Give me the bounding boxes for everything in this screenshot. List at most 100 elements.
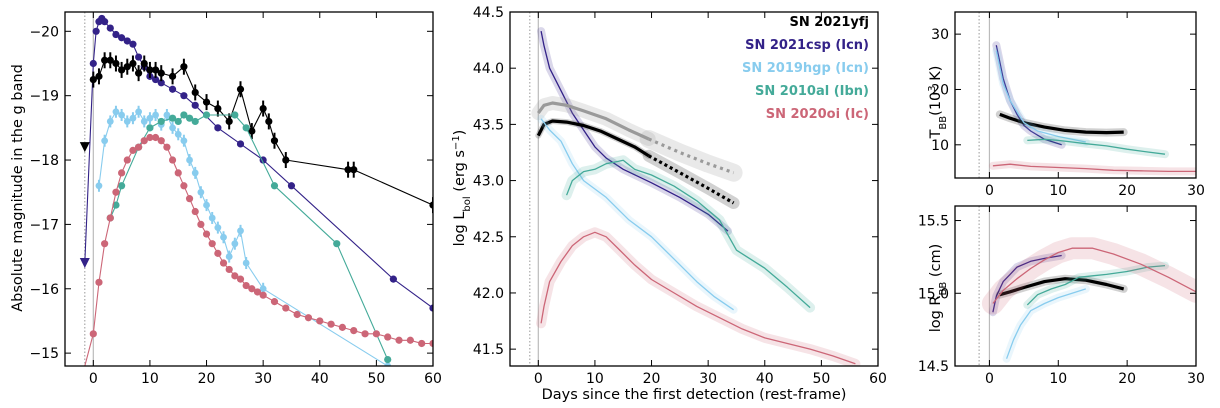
data-point-sn-2020oi <box>350 327 358 335</box>
plot-area-c <box>978 12 1196 178</box>
ytick-label: −20 <box>29 24 59 40</box>
data-point-sn-2019hgp <box>231 240 239 248</box>
ytick-label: −16 <box>29 282 59 298</box>
series-line-sn-2019hgp <box>995 50 1086 143</box>
data-point-sn-2019hgp <box>259 285 267 293</box>
ytick-label: 14.5 <box>918 359 949 375</box>
ytick-label: 44.0 <box>473 61 504 77</box>
data-point-sn-2020oi <box>418 339 426 348</box>
data-point-sn-2019hgp <box>163 111 171 119</box>
xtick-label: 0 <box>89 371 98 387</box>
data-point-sn-2020oi <box>123 156 131 164</box>
data-point-sn-2010al <box>118 182 126 190</box>
data-point-sn-2021csp <box>157 79 165 87</box>
series-line-sn-2021yfj <box>999 277 1125 297</box>
data-point-sn-2020oi <box>168 156 177 164</box>
data-point-sn-2019hgp <box>146 114 154 122</box>
ytick-label: 10 <box>931 138 949 154</box>
data-point-sn-2019hgp <box>169 124 176 132</box>
data-point-sn-2020oi <box>231 272 239 280</box>
data-point-sn-2021yfj <box>168 72 177 80</box>
series-line-sn-2021yfj <box>999 112 1124 135</box>
series-line-sn-2020oi <box>992 247 1196 304</box>
data-point-sn-2019hgp <box>140 118 148 125</box>
data-point-sn-2019hgp <box>225 253 233 260</box>
data-point-sn-2021csp <box>89 59 97 68</box>
band-sn-2019hgp <box>1002 284 1090 363</box>
xtick-label: 60 <box>869 371 887 387</box>
ytick-label: −19 <box>29 89 59 105</box>
data-point-sn-2020oi <box>293 310 301 319</box>
data-point-sn-2019hgp <box>203 201 210 209</box>
data-point-sn-2019hgp <box>95 182 103 190</box>
data-point-sn-2021yfj <box>214 104 222 113</box>
ytick-label: 15.5 <box>918 214 949 230</box>
data-point-sn-2021yfj <box>101 56 109 64</box>
band-sn-2020oi <box>536 227 861 366</box>
data-point-sn-2020oi <box>101 240 109 248</box>
series-line-sn-2010al <box>1026 264 1166 306</box>
data-point-sn-2019hgp <box>237 227 244 235</box>
series-line-sn-2019hgp <box>1005 288 1086 359</box>
data-point-sn-2019hgp <box>384 362 392 366</box>
data-point-sn-2021yfj <box>118 66 126 74</box>
ytick-label: 43.0 <box>473 174 504 190</box>
data-point-sn-2021yfj <box>106 56 114 64</box>
series-line-sn-2021csp <box>995 45 1062 146</box>
xtick-label: 40 <box>311 371 329 387</box>
panel-c: 0 10 20 30 10 20 30 <box>931 11 1205 199</box>
data-point-sn-2020oi <box>253 288 262 296</box>
data-point-sn-2020oi <box>242 281 250 290</box>
data-point-sn-2021csp <box>123 37 131 45</box>
plot-area-b <box>529 12 861 366</box>
data-point-sn-2019hgp <box>186 156 193 164</box>
data-point-sn-2019hgp <box>129 114 137 122</box>
data-point-sn-2021yfj <box>151 66 160 74</box>
xtick-label: 10 <box>141 371 159 387</box>
data-point-sn-2019hgp <box>101 137 109 145</box>
upper-limit-sn-2021yfj <box>79 142 90 153</box>
data-point-sn-2019hgp <box>214 224 222 232</box>
panel-a-ylabel: Absolute magnitude in the g band <box>10 64 26 312</box>
data-point-sn-2021yfj <box>350 166 358 174</box>
panel-b-ylabel: log Lbol (erg s−1) <box>451 130 473 247</box>
axes-frame-a <box>64 11 434 367</box>
data-point-sn-2020oi <box>202 230 211 238</box>
xtick-label: 20 <box>198 371 216 387</box>
data-point-sn-2020oi <box>146 133 154 142</box>
data-point-sn-2020oi <box>259 291 267 299</box>
xtick-label: 50 <box>367 371 385 387</box>
data-point-sn-2021csp <box>287 182 296 190</box>
data-point-sn-2021yfj <box>140 59 148 68</box>
axes-frame-c <box>954 11 1197 179</box>
data-point-sn-2021csp <box>180 92 188 100</box>
series-line-sn-2020oi <box>540 231 856 365</box>
data-point-sn-2021yfj <box>344 166 352 174</box>
data-point-sn-2010al <box>333 240 341 248</box>
ytick-label: 41.5 <box>473 342 504 358</box>
data-point-sn-2010al <box>174 117 182 126</box>
data-point-sn-2010al <box>270 182 279 190</box>
data-point-sn-2019hgp <box>174 130 182 138</box>
data-point-sn-2020oi <box>327 320 335 328</box>
data-point-sn-2010al <box>202 111 211 119</box>
data-point-sn-2020oi <box>282 304 290 312</box>
xtick-label: 30 <box>699 371 717 387</box>
panel-d: 0 10 20 30 14.5 15.0 15.5 <box>918 205 1205 387</box>
data-point-sn-2021yfj <box>259 104 267 113</box>
data-point-sn-2020oi <box>163 143 171 151</box>
data-point-sn-2021yfj <box>129 59 137 68</box>
data-point-sn-2020oi <box>372 330 380 338</box>
legend-entry-sn2010al: SN 2010al (Ibn) <box>755 84 869 99</box>
data-point-sn-2010al <box>231 111 239 119</box>
data-point-sn-2020oi <box>106 214 114 222</box>
data-point-sn-2020oi <box>248 285 256 293</box>
axes-frame-b <box>509 11 879 367</box>
data-point-sn-2019hgp <box>123 118 131 125</box>
data-point-sn-2021yfj <box>95 72 103 80</box>
xtick-label: 20 <box>1118 371 1136 387</box>
data-point-sn-2020oi <box>135 143 143 151</box>
data-point-sn-2010al <box>146 124 154 132</box>
data-point-sn-2020oi <box>361 330 369 338</box>
